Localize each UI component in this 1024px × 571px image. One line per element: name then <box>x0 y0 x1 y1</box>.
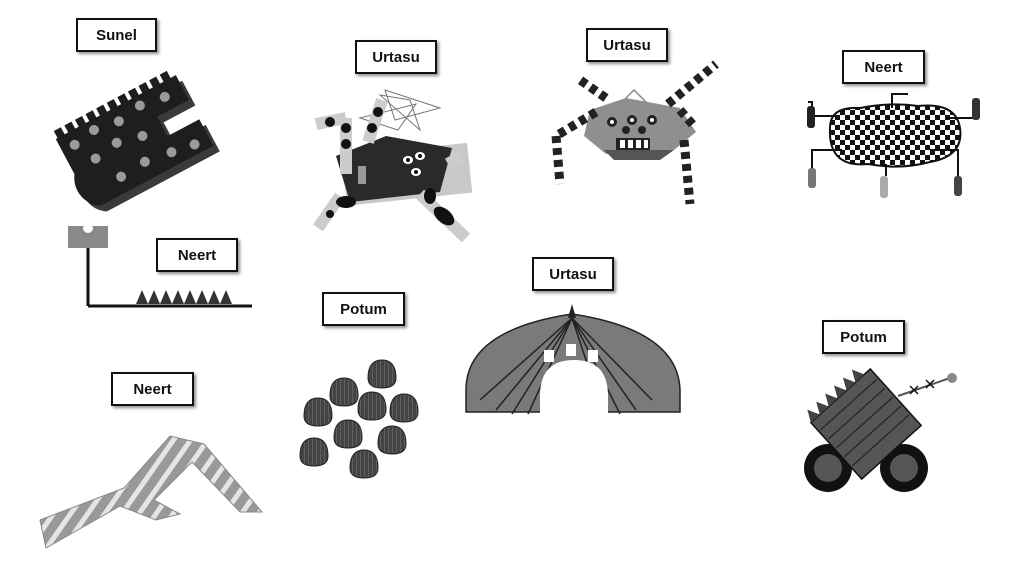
label-sunel: Sunel <box>76 18 157 52</box>
label-urtasu-1: Urtasu <box>355 40 437 74</box>
label-urtasu-3: Urtasu <box>532 257 614 291</box>
label-potum-2: Potum <box>822 320 905 354</box>
label-neert-1: Neert <box>842 50 925 84</box>
label-potum-1: Potum <box>322 292 405 326</box>
label-neert-2: Neert <box>156 238 238 272</box>
label-neert-3: Neert <box>111 372 194 406</box>
label-urtasu-2: Urtasu <box>586 28 668 62</box>
